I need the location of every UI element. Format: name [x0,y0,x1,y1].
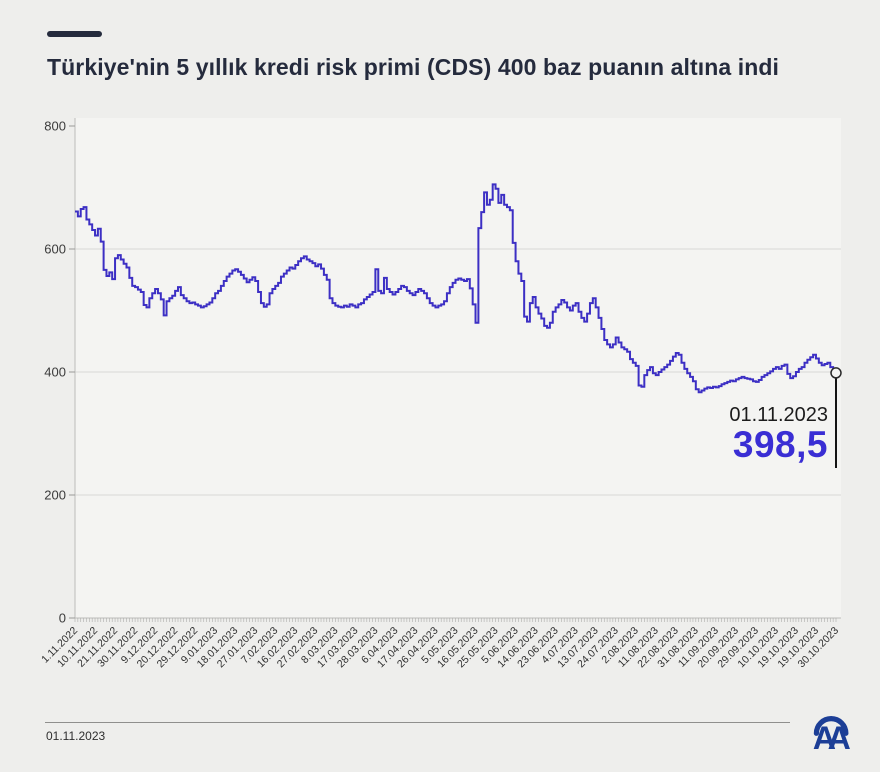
anadolu-agency-logo: A A [813,716,851,756]
footer-date: 01.11.2023 [46,729,106,743]
svg-text:A: A [828,720,851,756]
annotation-value: 398,5 [732,424,828,465]
svg-text:A: A [813,720,836,756]
svg-text:0: 0 [59,611,66,626]
page-title: Türkiye'nin 5 yıllık kredi risk primi (C… [47,54,780,80]
footer-divider [45,722,790,723]
svg-text:400: 400 [44,365,66,380]
accent-bar [47,31,102,37]
svg-text:200: 200 [44,488,66,503]
svg-text:600: 600 [44,242,66,257]
annotation-date: 01.11.2023 [729,404,828,426]
svg-text:800: 800 [44,119,66,134]
